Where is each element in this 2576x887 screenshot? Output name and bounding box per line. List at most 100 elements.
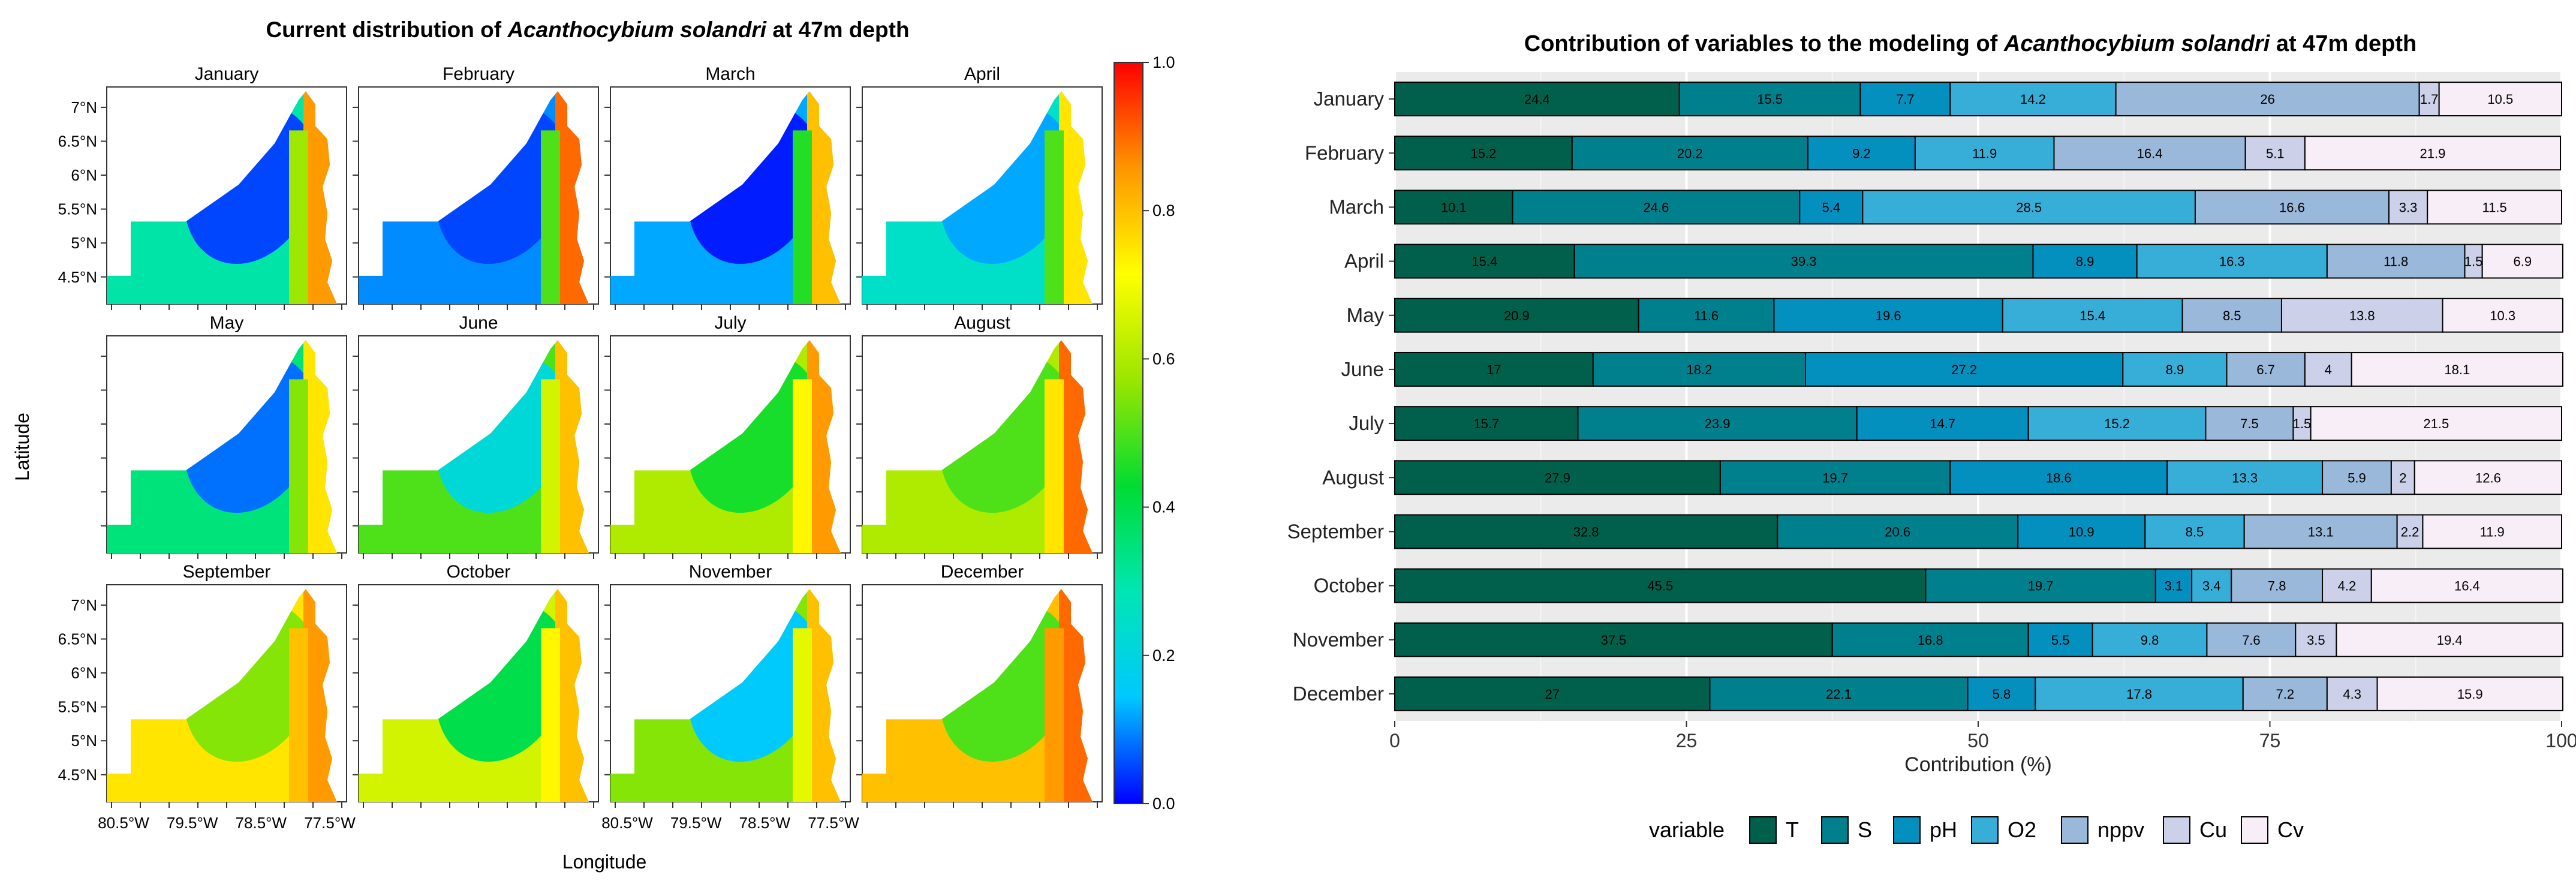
colorbar-tick-label: 0.4	[1152, 498, 1175, 516]
bar-segment-label: 15.9	[2457, 687, 2483, 702]
map-y-tick-label: 4.5°N	[58, 766, 97, 784]
map-x-tick-label: 78.5°W	[739, 814, 791, 832]
map-x-tick-label: 79.5°W	[167, 814, 218, 832]
bar-segment-label: 1.7	[2420, 92, 2439, 107]
bar-segment-label: 13.8	[2349, 308, 2375, 323]
bar-segment-cu	[2390, 460, 2415, 495]
map-panel-november: November	[604, 562, 851, 808]
map-panel-august: August	[856, 313, 1103, 559]
bar-segment-s	[1577, 406, 1858, 441]
bar-segment-label: 10.5	[2487, 92, 2513, 107]
bar-segment-label: 7.6	[2242, 633, 2261, 648]
bar-segment-cv	[2351, 351, 2563, 387]
bar-category-label: April	[1344, 250, 1384, 272]
bar-title-prefix: Contribution of variables to the modelin…	[1524, 31, 2004, 56]
bar-segment-o2	[1949, 82, 2117, 117]
bar-segment-label: 6.7	[2256, 362, 2275, 377]
bar-segment-label: 5.9	[2348, 470, 2366, 485]
map-coast-transition	[541, 130, 560, 304]
map-coast-transition	[793, 379, 812, 553]
bar-segment-label: 9.8	[2141, 633, 2159, 648]
bar-segment-label: 18.1	[2444, 362, 2470, 377]
bar-segment-s	[1777, 514, 2019, 549]
map-month-label: April	[964, 64, 1000, 84]
map-y-tick-label: 5.5°N	[58, 200, 97, 218]
map-month-label: December	[941, 562, 1024, 582]
bar-segment-s	[1571, 136, 1808, 171]
bar-segment-cu	[2304, 351, 2352, 387]
bar-segment-label: 20.9	[1504, 308, 1530, 323]
bar-category-label: February	[1305, 142, 1385, 164]
bar-segment-label: 1.5	[2293, 416, 2312, 431]
legend-title: variable	[1649, 817, 1725, 842]
bar-segment-label: 8.9	[2166, 362, 2184, 377]
bar-segment-ph	[2032, 243, 2138, 279]
bar-segment-label: 45.5	[1647, 579, 1673, 594]
bar-segment-label: 3.3	[2399, 200, 2418, 215]
bar-segment-label: 37.5	[1600, 633, 1626, 648]
bar-segment-label: 27.2	[1951, 362, 1977, 377]
bar-segment-label: 15.7	[1473, 416, 1499, 431]
bar-segment-label: 11.5	[2482, 200, 2507, 215]
map-panel-october: October	[353, 562, 599, 808]
bar-x-tick-label: 50	[1967, 730, 1989, 751]
map-month-label: February	[443, 64, 514, 84]
colorbar-tick-label: 0.8	[1152, 202, 1175, 220]
bar-segment-label: 19.6	[1876, 308, 1901, 323]
map-month-label: January	[195, 64, 259, 84]
bar-title-suffix: at 47m depth	[2270, 31, 2416, 56]
map-y-axis-title: Latitude	[11, 413, 33, 481]
bar-segment-o2	[2166, 460, 2324, 495]
bar-segment-label: 16.4	[2137, 146, 2163, 161]
map-panel-september: September	[101, 562, 347, 808]
bar-segment-label: 8.9	[2076, 254, 2094, 269]
bar-segment-t	[1394, 297, 1639, 333]
bar-segment-cu	[2280, 297, 2443, 333]
legend-swatch-t	[1749, 816, 1777, 844]
bar-segment-cu	[2244, 136, 2306, 171]
bar-segment-label: 27	[1545, 687, 1559, 702]
bar-segment-label: 15.5	[1757, 92, 1783, 107]
map-coast-transition	[289, 628, 308, 802]
bar-segment-label: 14.7	[1930, 416, 1955, 431]
bar-segment-label: 19.7	[1822, 470, 1848, 485]
bar-segment-label: 5.8	[1993, 687, 2011, 702]
bar-segment-ph	[1967, 676, 2036, 711]
bar-segment-label: 15.2	[1470, 146, 1496, 161]
bar-segment-nppv	[2205, 406, 2294, 441]
bar-segment-label: 5.4	[1822, 200, 1841, 215]
bar-segment-nppv	[2326, 243, 2466, 279]
legend-label-nppv: nppv	[2097, 817, 2144, 842]
bar-category-label: July	[1349, 412, 1384, 434]
map-x-tick-label: 79.5°W	[670, 814, 722, 832]
bar-segment-cu	[2322, 568, 2372, 603]
legend-label-o2: O2	[2008, 817, 2036, 842]
bar-segment-label: 11.9	[1972, 146, 1997, 161]
bar-segment-label: 39.3	[1791, 254, 1817, 269]
map-coast-transition	[793, 628, 812, 802]
bar-segment-ph	[2027, 622, 2093, 657]
suitability-map-figure: Current distribution of Acanthocybium so…	[11, 17, 1175, 873]
bar-segment-label: 7.7	[1896, 92, 1915, 107]
bar-segment-ph	[1804, 351, 2124, 387]
bar-segment-ph	[2154, 568, 2193, 603]
legend-swatch-cu	[2163, 816, 2190, 844]
bar-segment-nppv	[2243, 514, 2398, 549]
bar-segment-label: 28.5	[2016, 200, 2042, 215]
bar-segment-cv	[2376, 676, 2563, 711]
bar-segment-label: 8.5	[2186, 524, 2204, 539]
bar-category-label: March	[1329, 196, 1384, 218]
bar-segment-ph	[1773, 297, 2003, 333]
bar-segment-label: 7.5	[2240, 416, 2259, 431]
bar-segment-ph	[1807, 136, 1916, 171]
bar-segment-t	[1394, 136, 1573, 171]
bar-segment-t	[1394, 460, 1721, 495]
map-y-tick-label: 7°N	[71, 596, 97, 614]
legend-swatch-o2	[1971, 816, 1999, 844]
bar-segment-label: 27.9	[1545, 470, 1570, 485]
bar-segment-t	[1394, 82, 1680, 117]
bar-segment-t	[1394, 676, 1711, 711]
bar-segment-label: 11.8	[2384, 254, 2408, 269]
map-month-label: May	[210, 313, 244, 333]
bar-segment-label: 15.4	[1471, 254, 1497, 269]
